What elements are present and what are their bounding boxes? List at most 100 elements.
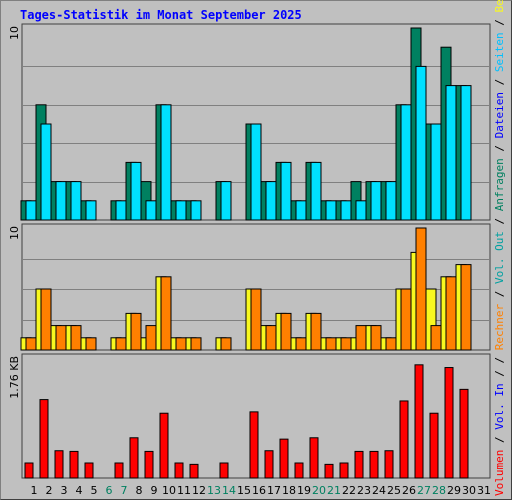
x-tick-label-day-3: 3 (61, 484, 68, 497)
bar-volumen-day-9 (144, 450, 154, 479)
bar-dateien-day-27 (415, 65, 427, 221)
x-tick-label-day-13: 13 (207, 484, 221, 497)
chart-title: Tages-Statistik im Monat September 2025 (20, 8, 302, 22)
bar-volumen-day-17 (264, 450, 274, 479)
legend-entry: Anfragen (493, 158, 506, 211)
bar-volumen-day-2 (39, 399, 49, 479)
x-tick-label-day-1: 1 (31, 484, 38, 497)
x-axis-labels: 1 2 3 4 5 6 7 8 9 10 11 12 13 14 15 16 17 18 19 20 21 22 23 24 2… (31, 484, 492, 497)
x-tick-label-day-10: 10 (162, 484, 176, 497)
x-tick-label-day-14: 14 (222, 484, 236, 497)
chart-panel-visits: 10 (8, 223, 491, 351)
bar-dateien-day-18 (280, 161, 292, 221)
x-tick-label-day-17: 17 (267, 484, 281, 497)
bar-volumen-day-26 (399, 400, 409, 479)
x-tick-label-day-21: 21 (327, 484, 341, 497)
bar-volumen-day-30 (459, 388, 469, 479)
legend-entry: / (493, 284, 506, 304)
bar-volumen-day-27 (414, 364, 424, 479)
bar-volumen-day-21 (324, 463, 334, 479)
bar-rechner-day-1 (25, 337, 37, 351)
bar-rechner-day-9 (145, 325, 157, 351)
bar-rechner-day-21 (325, 337, 337, 351)
bar-rechner-day-26 (400, 288, 412, 351)
bar-dateien-day-3 (55, 181, 67, 221)
legend-entry: / (493, 211, 506, 231)
bar-volumen-day-28 (429, 412, 439, 479)
bar-rechner-day-3 (55, 325, 67, 351)
legend-entry: / (493, 12, 506, 32)
bar-dateien-day-22 (340, 200, 352, 221)
x-tick-label-day-30: 30 (462, 484, 476, 497)
legend-right: Volumen / Vol. In / / Rechner / Vol. Out… (493, 0, 506, 496)
bar-dateien-day-24 (370, 181, 382, 221)
legend-entry: Vol. Out (493, 231, 506, 284)
bar-dateien-day-11 (175, 200, 187, 221)
bar-volumen-day-12 (189, 463, 199, 479)
bar-dateien-day-21 (325, 200, 337, 221)
legend-text: Volumen / Vol. In / / Rechner / Vol. Out… (493, 0, 506, 496)
x-tick-label-day-8: 8 (136, 484, 143, 497)
bar-rechner-day-4 (70, 325, 82, 351)
x-tick-label-day-20: 20 (312, 484, 326, 497)
bar-volumen-day-4 (69, 450, 79, 479)
x-tick-label-day-25: 25 (387, 484, 401, 497)
x-tick-label-day-11: 11 (177, 484, 191, 497)
bar-rechner-day-5 (85, 337, 97, 351)
bar-dateien-day-5 (85, 200, 97, 221)
bar-rechner-day-17 (265, 325, 277, 351)
bar-dateien-day-23 (355, 200, 367, 221)
bar-dateien-day-26 (400, 104, 412, 221)
bar-volumen-day-18 (279, 438, 289, 479)
bar-dateien-day-28 (430, 123, 442, 221)
bar-volumen-day-11 (174, 462, 184, 479)
bar-volumen-day-5 (84, 462, 94, 479)
x-tick-label-day-5: 5 (91, 484, 98, 497)
y-axis-max-label: 1.76 KB (8, 356, 21, 399)
bar-dateien-day-17 (265, 181, 277, 221)
chart-panel-hits: 10 (8, 23, 491, 221)
bar-volumen-day-14 (219, 462, 229, 479)
y-axis-max-label: 10 (8, 226, 21, 240)
legend-entry: Rechner (493, 304, 506, 351)
bar-volumen-day-1 (24, 462, 34, 479)
x-tick-label-day-22: 22 (342, 484, 356, 497)
legend-entry: / (493, 138, 506, 158)
legend-entry: Besuche (493, 0, 506, 12)
bar-dateien-day-25 (385, 181, 397, 221)
bar-dateien-day-10 (160, 104, 172, 221)
legend-entry: Volumen (493, 450, 506, 496)
bar-dateien-day-2 (40, 123, 52, 221)
bar-volumen-day-23 (354, 450, 364, 479)
x-tick-label-day-19: 19 (297, 484, 311, 497)
bar-volumen-day-22 (339, 462, 349, 479)
bar-dateien-day-29 (445, 85, 457, 221)
x-tick-label-day-9: 9 (151, 484, 158, 497)
x-tick-label-day-31: 31 (477, 484, 491, 497)
legend-entry: / (493, 72, 506, 92)
x-tick-label-day-7: 7 (121, 484, 128, 497)
bar-volumen-day-29 (444, 367, 454, 479)
legend-entry: / (493, 364, 506, 384)
bar-rechner-day-30 (460, 264, 472, 351)
bar-dateien-day-8 (130, 161, 142, 221)
bar-volumen-day-25 (384, 450, 394, 479)
bar-dateien-day-14 (220, 181, 232, 221)
bar-rechner-day-28 (430, 325, 442, 351)
chart-panel-volume: 1.76 KB (8, 353, 491, 479)
bar-rechner-day-16 (250, 288, 262, 351)
bar-rechner-day-2 (40, 288, 52, 351)
x-tick-label-day-27: 27 (417, 484, 431, 497)
bar-rechner-day-12 (190, 337, 202, 351)
bar-volumen-day-7 (114, 462, 124, 479)
bar-volumen-day-3 (54, 450, 64, 479)
x-tick-label-day-2: 2 (46, 484, 53, 497)
x-tick-label-day-23: 23 (357, 484, 371, 497)
bar-rechner-day-8 (130, 312, 142, 351)
bar-volumen-day-19 (294, 462, 304, 479)
bar-rechner-day-18 (280, 312, 292, 351)
bar-dateien-day-16 (250, 123, 262, 221)
bar-dateien-day-7 (115, 200, 127, 221)
bar-rechner-day-27 (415, 227, 427, 351)
